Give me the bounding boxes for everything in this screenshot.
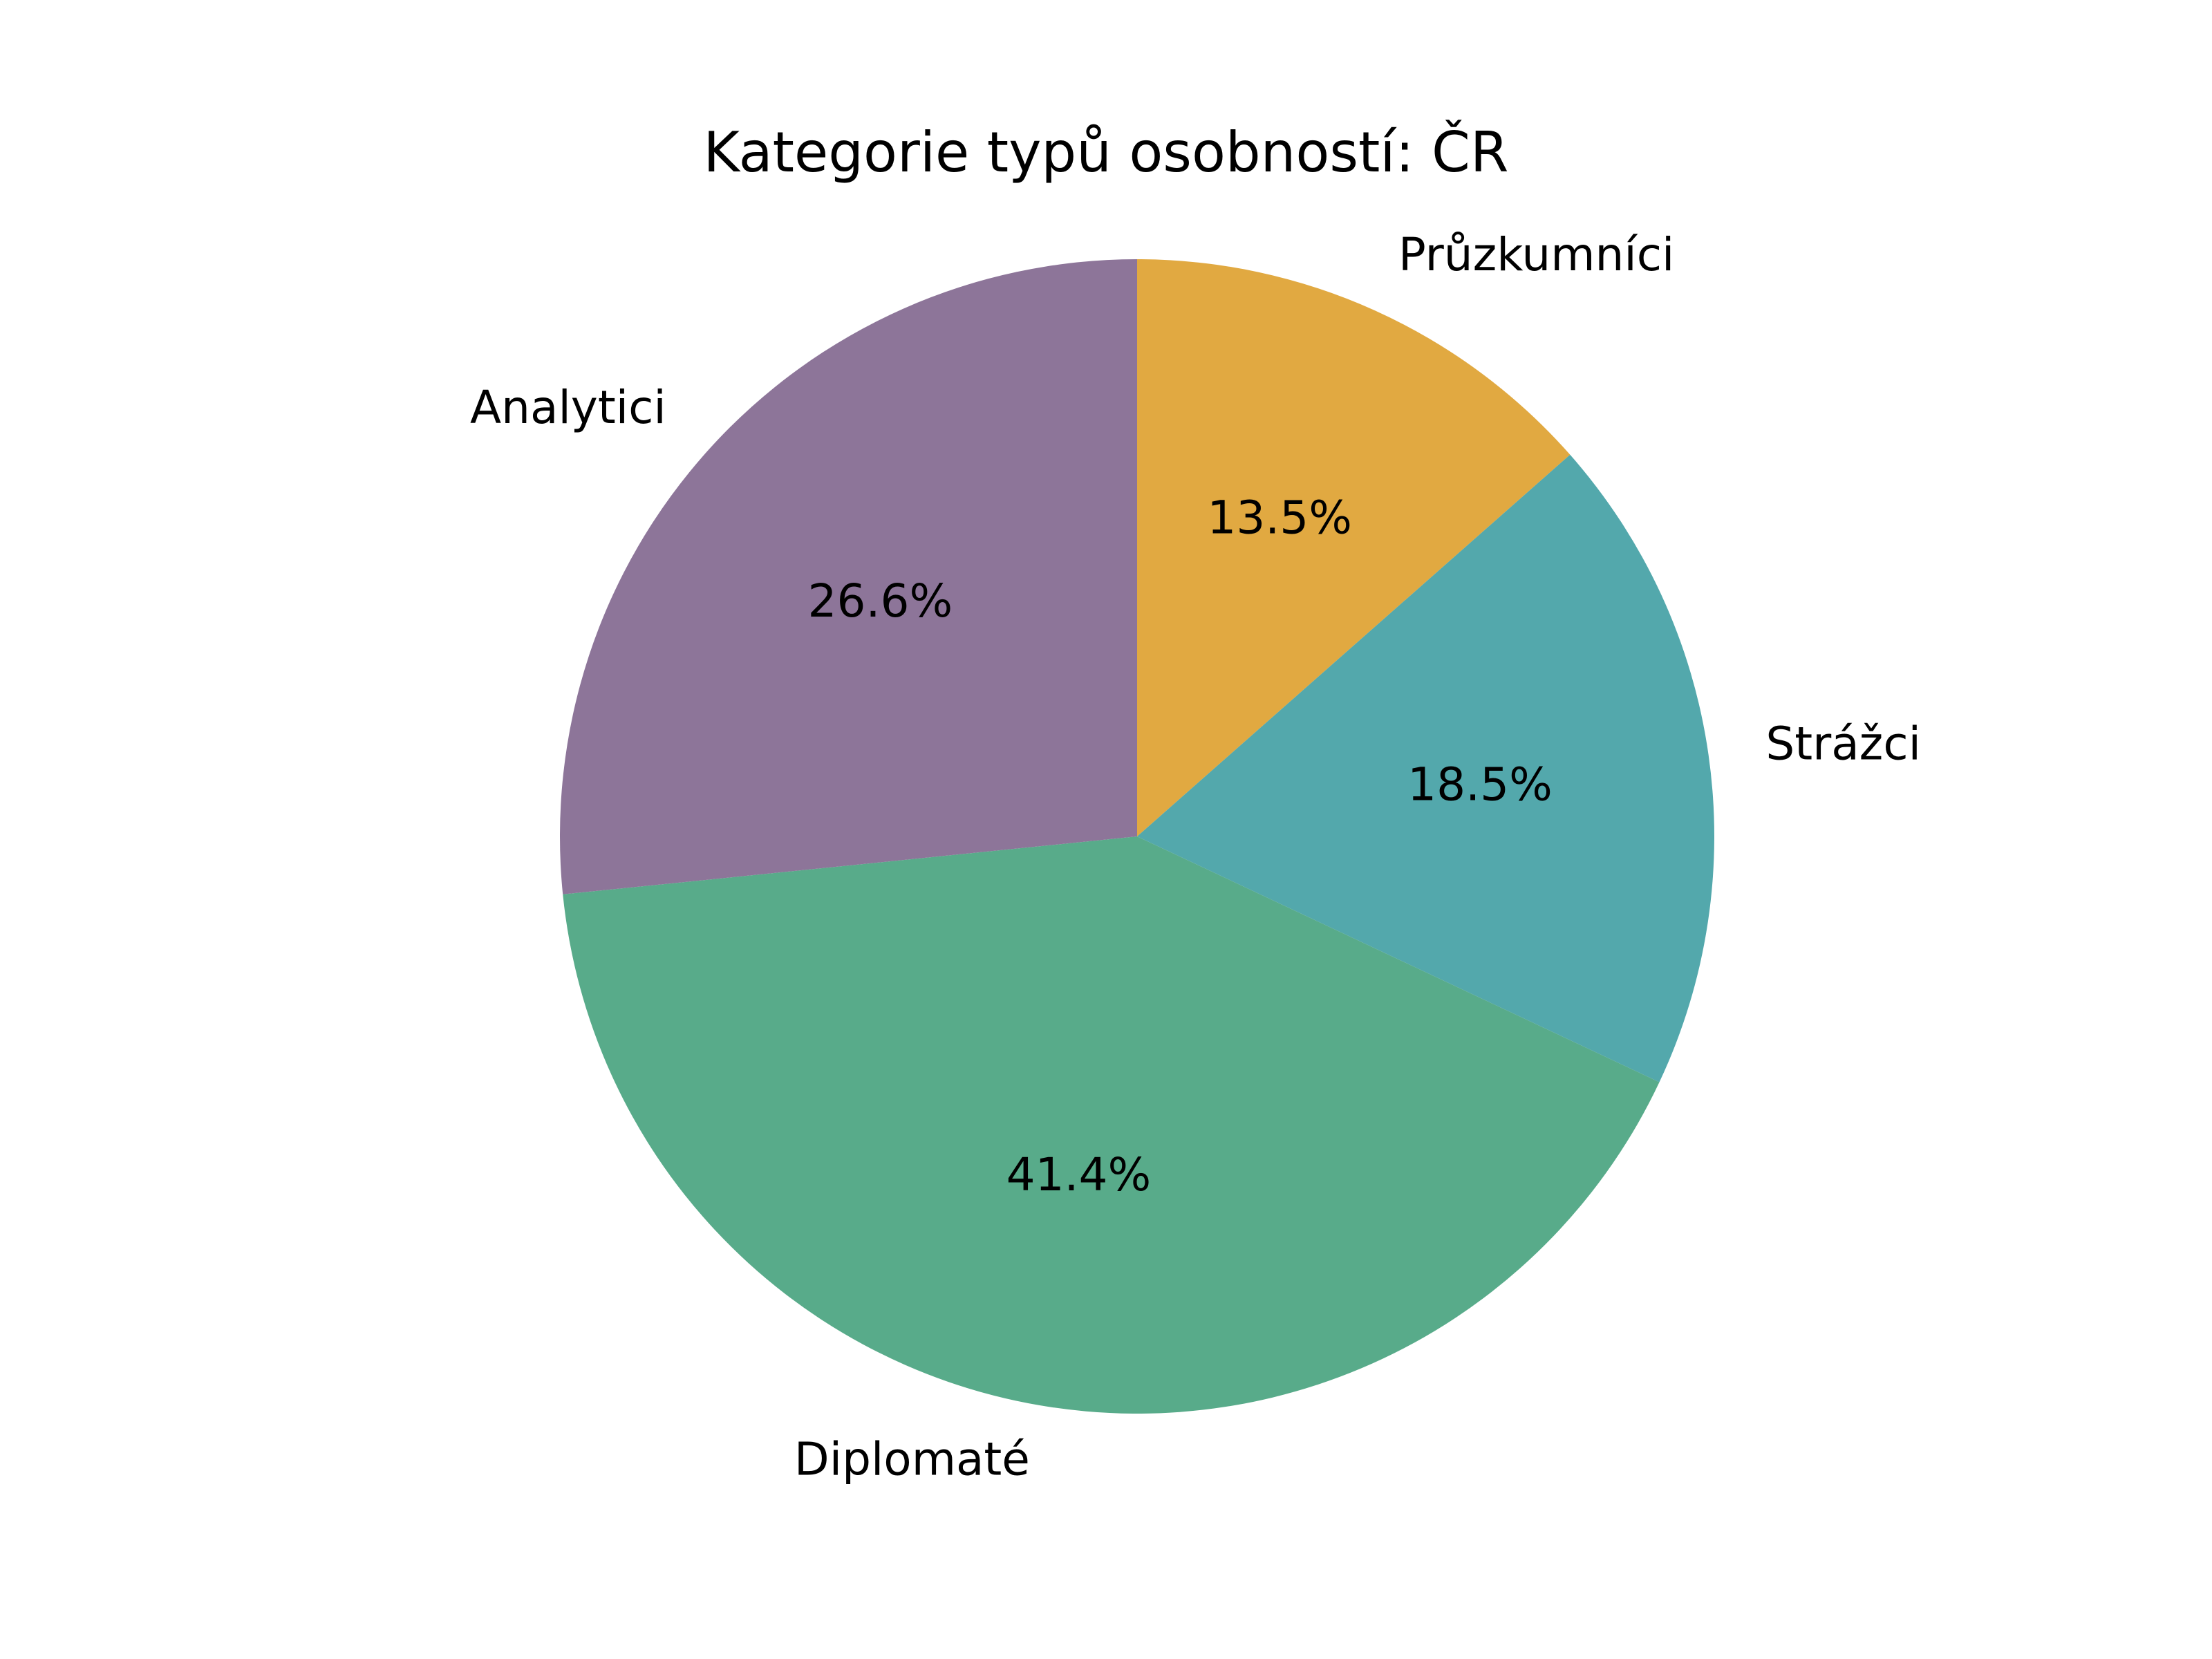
slice-percent-strazci: 18.5% xyxy=(1407,758,1553,811)
pie-slice-strazci xyxy=(1137,454,1714,1082)
chart-title: Kategorie typů osobností: ČR xyxy=(704,120,1509,185)
pie-slice-analytici xyxy=(559,259,1137,894)
slice-percent-pruzkumnici: 13.5% xyxy=(1207,491,1352,544)
pie-labels: Průzkumníci 13.5% Strážci 18.5% Diplomaté 41.… xyxy=(470,228,1921,1485)
slice-label-strazci: Strážci xyxy=(1765,718,1921,771)
slice-label-pruzkumnici: Průzkumníci xyxy=(1398,228,1674,281)
slice-percent-diplomate: 41.4% xyxy=(1006,1148,1152,1201)
slice-label-analytici: Analytici xyxy=(470,381,666,434)
pie-slices xyxy=(559,259,1714,1414)
slice-label-diplomate: Diplomaté xyxy=(794,1432,1030,1485)
pie-slice-diplomate xyxy=(563,836,1660,1414)
slice-percent-analytici: 26.6% xyxy=(808,574,953,628)
pie-slice-pruzkumnici xyxy=(1137,259,1571,836)
